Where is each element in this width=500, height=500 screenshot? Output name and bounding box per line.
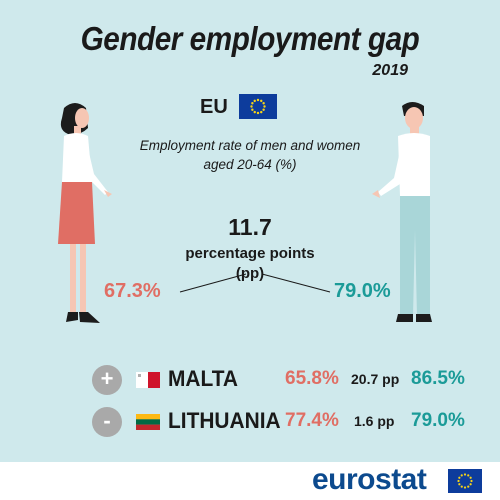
gap-unit-line-1: percentage points xyxy=(185,245,315,262)
page-title: Gender employment gap xyxy=(80,20,420,57)
country-row-malta: + MALTA 65.8% 20.7 pp 86.5% xyxy=(0,364,500,396)
eurostat-logo: eurostat xyxy=(312,463,427,496)
subtitle-line-1: Employment rate of men and women xyxy=(139,138,361,153)
eu-men-rate: 79.0% xyxy=(334,280,391,302)
country-men-rate: 79.0% xyxy=(411,410,465,431)
country-gap: 20.7 pp xyxy=(351,371,400,387)
country-women-rate: 65.8% xyxy=(285,368,339,389)
country-men-rate: 86.5% xyxy=(411,368,465,389)
eu-flag-icon xyxy=(239,94,277,119)
gap-unit-line-2: (pp) xyxy=(235,265,265,282)
eu-women-rate: 67.3% xyxy=(104,280,161,302)
region-label: EU xyxy=(200,96,228,118)
country-name: LITHUANIA xyxy=(168,408,281,433)
lithuania-flag-icon xyxy=(136,414,160,430)
malta-flag-icon xyxy=(136,372,160,388)
minus-icon: - xyxy=(92,407,122,437)
country-name: MALTA xyxy=(168,366,239,391)
subtitle-line-2: aged 20-64 (%) xyxy=(203,157,297,172)
gap-value: 11.7 xyxy=(228,214,272,240)
subtitle: Employment rate of men and women aged 20… xyxy=(100,136,400,174)
footer: eurostat xyxy=(0,462,500,500)
plus-icon: + xyxy=(92,365,122,395)
man-figure-icon xyxy=(372,102,432,322)
country-women-rate: 77.4% xyxy=(285,410,339,431)
country-gap: 1.6 pp xyxy=(354,413,395,429)
gap-unit: percentage points (pp) xyxy=(0,244,500,284)
woman-figure-icon xyxy=(58,103,112,323)
year-label: 2019 xyxy=(372,62,408,79)
country-row-lithuania: - LITHUANIA 77.4% 1.6 pp 79.0% xyxy=(0,406,500,438)
eu-flag-icon xyxy=(448,469,482,493)
